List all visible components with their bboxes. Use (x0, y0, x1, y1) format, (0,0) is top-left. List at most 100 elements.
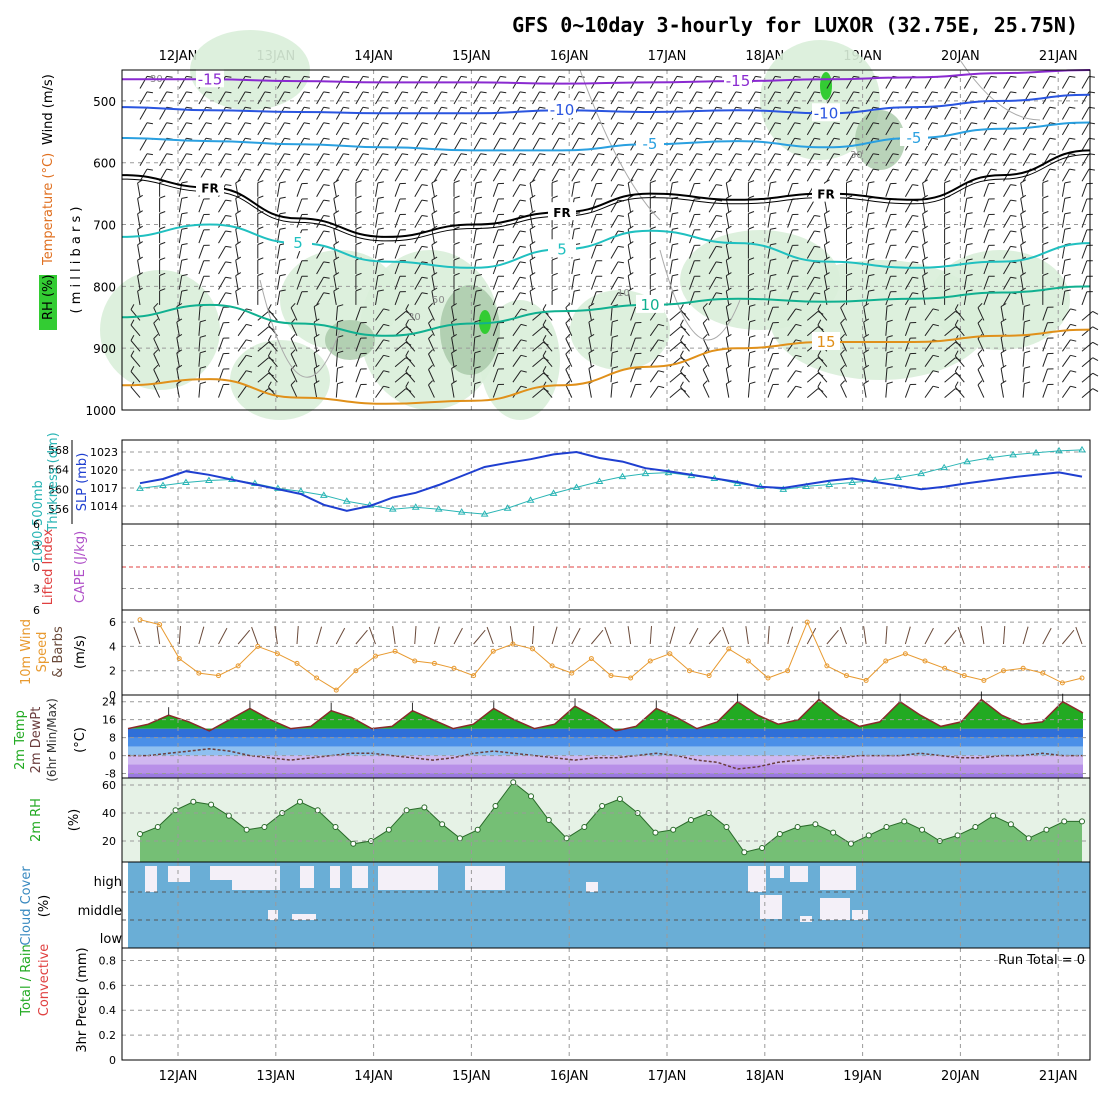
rh-marker (599, 803, 606, 809)
wind-barb-flag (337, 319, 344, 323)
wind-speed-marker (687, 668, 692, 674)
wind-barb (428, 353, 435, 367)
x-tick-label-top: 12JAN (159, 49, 198, 64)
wind-barb (904, 168, 913, 182)
wind-barb-flag (627, 272, 634, 277)
wind-barb (375, 137, 383, 151)
wind-barb-flag (1000, 318, 1007, 323)
wind-barb-flag (637, 106, 644, 109)
wind-barb (394, 214, 401, 228)
wind-barb (512, 385, 522, 398)
wind-barb (375, 291, 379, 305)
wind-barb (826, 168, 835, 182)
surface-wind-barb (1061, 629, 1075, 645)
wind-barb-flag (824, 256, 830, 261)
wind-barb (787, 291, 793, 306)
wind-barb-flag (612, 319, 619, 323)
wind-barb-flag (520, 323, 527, 327)
wind-barb (551, 153, 560, 167)
wind-barb-flag (323, 75, 330, 78)
wind-barb (492, 245, 499, 259)
wind-barb-flag (421, 199, 428, 202)
wind-barb-flag (1092, 372, 1099, 377)
wind-barb (257, 341, 269, 352)
wind-barb-flag (176, 318, 183, 323)
wind-barb (1022, 352, 1025, 367)
wind-barb (590, 198, 597, 213)
rh-marker (687, 817, 694, 823)
wind-barb (316, 91, 325, 105)
wind-barb (1081, 229, 1088, 244)
cloud-clear-block (145, 866, 157, 892)
wind-barb-flag (431, 179, 438, 184)
wind-barb-flag (383, 339, 390, 342)
wind-barb-flag (313, 333, 320, 338)
wind-barb-flag (951, 153, 958, 156)
wind-barb-flag (441, 91, 448, 94)
wind-barb (1003, 91, 1011, 105)
wind-barb-flag (480, 153, 487, 156)
wind-barb (1022, 137, 1031, 151)
wind-barb-flag (824, 179, 830, 184)
wind-barb (669, 311, 681, 321)
wind-barb (218, 337, 224, 352)
surface-wind-barb (156, 626, 161, 645)
wind-barb-flag (1070, 385, 1077, 389)
wind-barb (257, 388, 269, 398)
wind-barb (1022, 91, 1031, 105)
wind-barb (954, 371, 965, 383)
wind-barb-flag (886, 381, 893, 385)
wind-barb (512, 168, 521, 182)
wind-barb (649, 370, 659, 383)
wind-barb (610, 107, 619, 120)
wind-barb (335, 306, 338, 321)
x-tick-label-top: 18JAN (745, 49, 784, 64)
wind-barb-flag (676, 122, 683, 125)
wind-barb (512, 246, 521, 259)
wind-barb-flag (130, 365, 135, 372)
temperature-ylabel: 2m Temp 2m DewPt (6hr Min/Max) (13, 698, 59, 782)
wind-barb-flag (588, 333, 595, 338)
wind-barb (1061, 122, 1070, 136)
wind-barb-flag (912, 292, 919, 295)
wind-barb (747, 122, 756, 136)
wind-barb-flag (676, 106, 683, 109)
wind-barb-flag (181, 212, 188, 215)
wind-barb (1061, 153, 1070, 167)
wind-barb (1081, 291, 1088, 306)
cloud-clear-block (378, 866, 438, 890)
wind-barb (787, 324, 797, 337)
wind-speed-marker (824, 663, 830, 669)
wind-barb (237, 107, 246, 120)
wind-barb-flag (748, 257, 755, 261)
isotherm-label: -5 (907, 129, 922, 147)
wind-barb-flag (186, 122, 193, 125)
wind-barb (296, 91, 305, 105)
wind-barb (130, 371, 141, 383)
wind-barb-flag (362, 122, 369, 125)
thickness-marker (894, 473, 903, 481)
wind-barb (728, 122, 737, 136)
wind-barb-flag (716, 215, 723, 217)
wind-barb-flag (726, 272, 732, 277)
wind-barb-flag (460, 168, 467, 171)
wind-barb-flag (519, 137, 526, 140)
wind-barb-flag (267, 304, 272, 310)
li-tick-label: 3 (33, 583, 40, 596)
wind-barb (198, 229, 205, 244)
x-tick-label-bottom: 16JAN (550, 1069, 589, 1084)
wind-barb-flag (1049, 75, 1056, 78)
wind-barb-flag (617, 245, 624, 248)
wind-barb-flag (912, 230, 919, 233)
temperature-band (128, 773, 1083, 778)
surface-wind-barb (251, 626, 259, 645)
surface-wind-barb (473, 629, 486, 645)
wind-barb-flag (650, 257, 656, 261)
wind-barb (1022, 337, 1025, 352)
wind-barb (669, 388, 681, 398)
wind-barb (702, 322, 710, 337)
wind-barb-flag (966, 289, 973, 292)
wind-barb (1022, 122, 1031, 136)
